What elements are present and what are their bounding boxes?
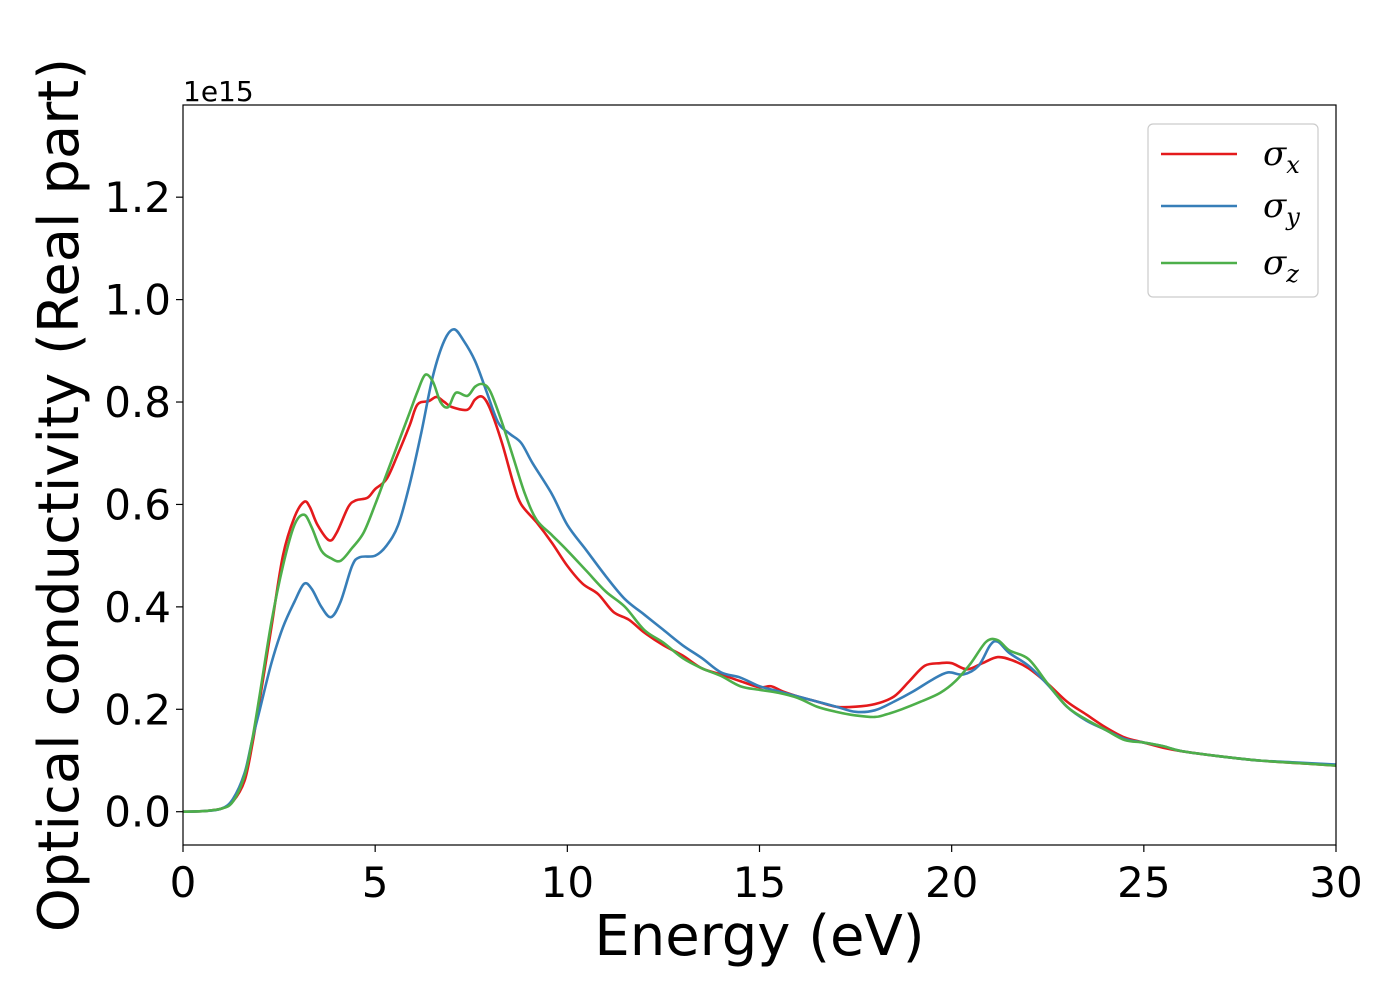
series-line-sigma-x xyxy=(183,394,1336,814)
legend-label-sigma-z: σz xyxy=(1263,243,1299,288)
legend-label-sigma-y: σy xyxy=(1263,186,1300,231)
series-line-sigma-z xyxy=(183,373,1336,814)
legend-label-sigma-x: σx xyxy=(1263,134,1300,179)
x-tick-label: 25 xyxy=(1117,858,1170,907)
axes: 0 5 10 15 20 25 30 0.0 0.2 0.4 0.6 0.8 1.0 1.2 xyxy=(104,104,1363,907)
legend-frame xyxy=(1147,123,1319,298)
x-tick-label: 15 xyxy=(733,858,786,907)
legend: σx σy σz xyxy=(1147,123,1319,298)
x-tick-label: 20 xyxy=(925,858,978,907)
y-tick-label: 0.0 xyxy=(104,788,171,837)
x-tick-label: 5 xyxy=(362,858,389,907)
y-tick-label: 1.2 xyxy=(104,173,171,222)
x-tick-label: 30 xyxy=(1309,858,1362,907)
x-tick-label: 10 xyxy=(541,858,594,907)
x-axis-title: Energy (eV) xyxy=(594,904,924,969)
y-offset-label: 1e15 xyxy=(183,75,254,108)
y-tick-label: 0.2 xyxy=(104,685,171,734)
y-tick-label: 0.4 xyxy=(104,583,171,632)
y-tick-label: 0.8 xyxy=(104,378,171,427)
y-tick-label: 0.6 xyxy=(104,480,171,529)
series-line-sigma-y xyxy=(183,328,1336,814)
y-tick-label: 1.0 xyxy=(104,276,171,325)
y-axis-title: Optical conductivity (Real part) xyxy=(27,58,92,932)
plot-area xyxy=(183,328,1336,814)
x-tick-label: 0 xyxy=(170,858,197,907)
